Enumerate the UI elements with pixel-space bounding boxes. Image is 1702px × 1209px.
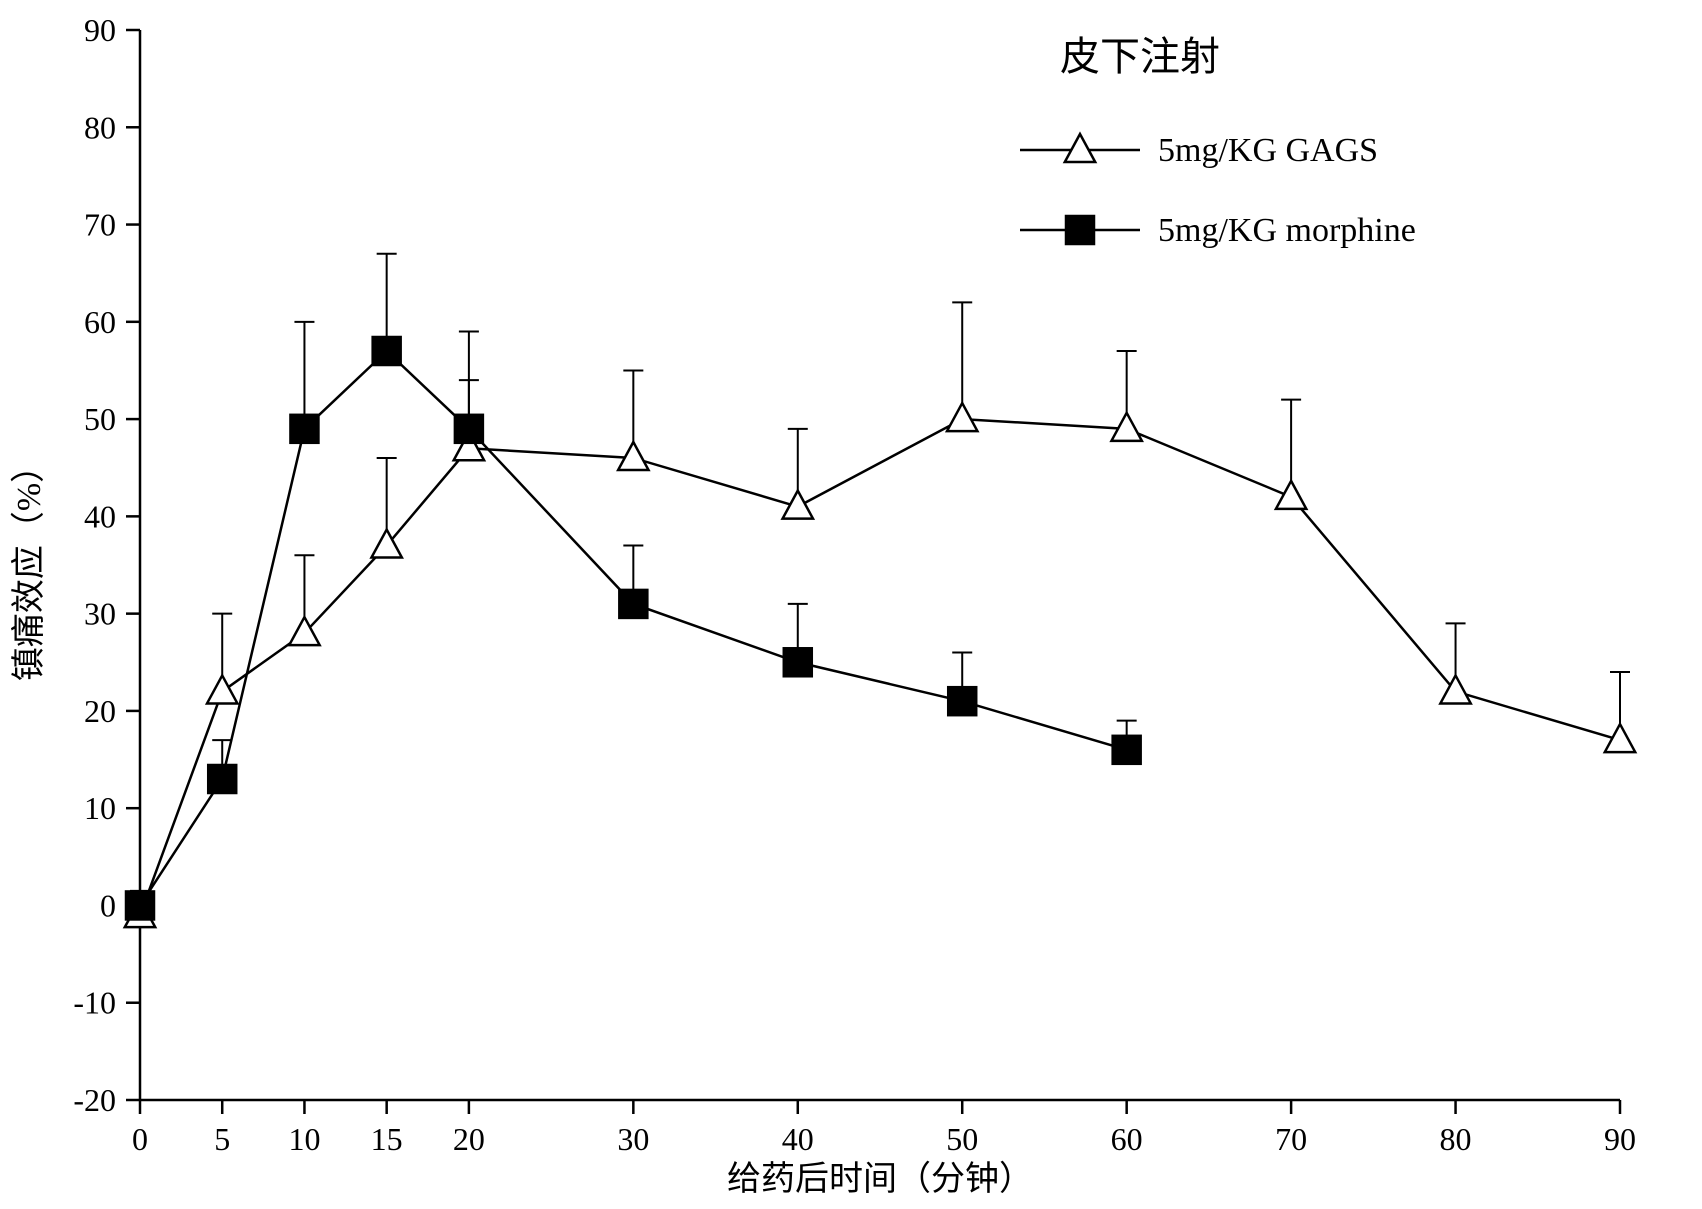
y-tick-label: 30	[84, 596, 116, 632]
x-tick-label: 15	[371, 1121, 403, 1157]
x-tick-label: 50	[946, 1121, 978, 1157]
chart-title: 皮下注射	[1060, 34, 1220, 79]
y-tick-label: 70	[84, 207, 116, 243]
y-tick-label: 50	[84, 401, 116, 437]
x-tick-label: 10	[288, 1121, 320, 1157]
x-tick-label: 5	[214, 1121, 230, 1157]
y-axis-label: 镇痛效应（%）	[10, 449, 48, 681]
y-tick-label: 90	[84, 12, 116, 48]
legend-label: 5mg/KG morphine	[1158, 212, 1416, 249]
y-tick-label: 60	[84, 304, 116, 340]
chart-container: -20 -10 0 10 20 30 40 50 60 70 80 90 0 5 10 15 20 30 40 50 6…	[0, 0, 1702, 1209]
x-tick-label: 40	[782, 1121, 814, 1157]
y-tick-label: 20	[84, 693, 116, 729]
x-tick-label: 20	[453, 1121, 485, 1157]
y-tick-label: 0	[100, 887, 116, 923]
y-tick-label: 10	[84, 790, 116, 826]
x-tick-label: 0	[132, 1121, 148, 1157]
y-tick-label: -20	[73, 1082, 116, 1118]
x-tick-label: 90	[1604, 1121, 1636, 1157]
y-tick-label: 80	[84, 109, 116, 145]
x-tick-label: 30	[617, 1121, 649, 1157]
legend-label: 5mg/KG GAGS	[1158, 132, 1378, 169]
x-tick-label: 60	[1111, 1121, 1143, 1157]
x-axis-label: 给药后时间（分钟）	[727, 1160, 1033, 1198]
line-chart: -20 -10 0 10 20 30 40 50 60 70 80 90 0 5 10 15 20 30 40 50 6…	[0, 0, 1702, 1209]
x-tick-label: 70	[1275, 1121, 1307, 1157]
y-tick-label: -10	[73, 985, 116, 1021]
y-tick-label: 40	[84, 498, 116, 534]
x-tick-label: 80	[1440, 1121, 1472, 1157]
